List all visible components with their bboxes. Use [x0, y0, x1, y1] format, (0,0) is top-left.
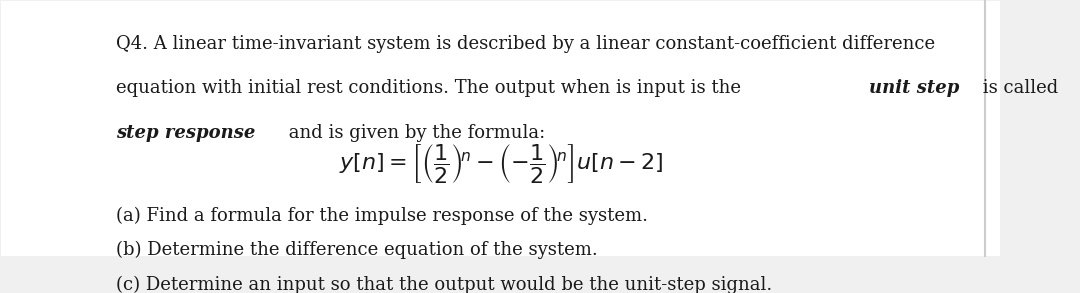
Text: (a) Find a formula for the impulse response of the system.: (a) Find a formula for the impulse respo…: [117, 207, 648, 225]
Text: unit step: unit step: [869, 79, 959, 97]
Text: $y[n] = \left[\left(\dfrac{1}{2}\right)^{\!n} - \left(-\dfrac{1}{2}\right)^{\!n}: $y[n] = \left[\left(\dfrac{1}{2}\right)^…: [338, 142, 663, 185]
Text: (b) Determine the difference equation of the system.: (b) Determine the difference equation of…: [117, 241, 598, 259]
Text: step response: step response: [117, 124, 256, 142]
FancyBboxPatch shape: [1, 1, 1000, 256]
Text: and is given by the formula:: and is given by the formula:: [283, 124, 544, 142]
Text: Q4. A linear time-invariant system is described by a linear constant-coefficient: Q4. A linear time-invariant system is de…: [117, 35, 935, 52]
Text: is called: is called: [976, 79, 1058, 97]
Text: (c) Determine an input so that the output would be the unit-step signal.: (c) Determine an input so that the outpu…: [117, 276, 772, 293]
Text: equation with initial rest conditions. The output when is input is the: equation with initial rest conditions. T…: [117, 79, 747, 97]
